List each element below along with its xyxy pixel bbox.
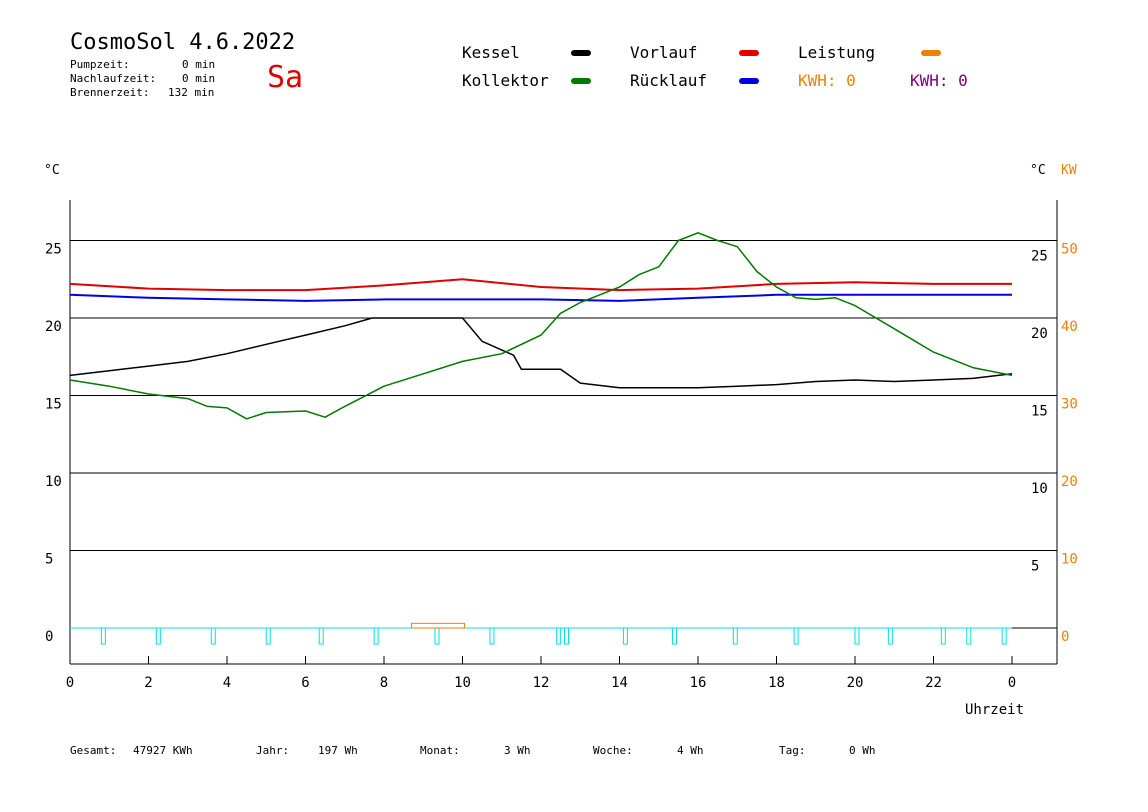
y-tick-label-kw: 30 <box>1061 397 1078 413</box>
pump-pulse <box>887 627 893 645</box>
y-tick-label-left: 15 <box>45 397 62 413</box>
legend-vorlauf-label: Vorlauf <box>630 43 698 62</box>
pump-pulse <box>732 627 738 645</box>
y-axis-unit-right: °C <box>1030 163 1046 178</box>
y-tick-label-left: 25 <box>45 242 62 258</box>
footer-tag-value: 0 Wh <box>849 744 876 757</box>
y-tick-label-left: 10 <box>45 474 62 490</box>
x-tick-label: 12 <box>533 675 550 691</box>
pump-pulse <box>966 627 972 645</box>
leistung-block <box>410 622 465 629</box>
footer-monat-label: Monat: <box>420 744 460 757</box>
footer-gesamt-label: Gesamt: <box>70 744 117 757</box>
footer-monat-value: 3 Wh <box>504 744 531 757</box>
pump-pulse <box>265 627 271 645</box>
y-axis-unit-left: °C <box>44 163 60 178</box>
pump-pulse <box>489 627 495 645</box>
legend-kwh-orange: KWH: 0 <box>798 71 856 90</box>
kessel-line <box>69 317 1013 389</box>
footer-jahr-value: 197 Wh <box>318 744 358 757</box>
x-tick-label: 18 <box>768 675 785 691</box>
legend-ruecklauf-swatch <box>739 78 759 84</box>
legend-leistung-swatch <box>921 50 941 56</box>
y-tick-label-kw: 10 <box>1061 552 1078 568</box>
x-tick-label: 14 <box>611 675 628 691</box>
legend-kessel-swatch <box>571 50 591 56</box>
weekday-label: Sa <box>267 60 304 95</box>
legend-kwh-purple: KWH: 0 <box>910 71 968 90</box>
nachlauf-value: 0 min <box>182 72 216 85</box>
legend-kollektor-label: Kollektor <box>462 71 549 90</box>
y-tick-label-kw: 20 <box>1061 474 1078 490</box>
app-title: CosmoSol 4.6.2022 <box>70 30 296 55</box>
legend-ruecklauf-label: Rücklauf <box>630 71 708 90</box>
pump-pulse <box>373 627 379 645</box>
pump-pulse <box>100 627 106 645</box>
pump-pulse <box>564 627 570 645</box>
x-tick-label: 20 <box>847 675 864 691</box>
x-tick-label: 0 <box>66 675 74 691</box>
pump-pulse <box>793 627 799 645</box>
pump-pulse <box>318 627 324 645</box>
y-tick-label-kw: 0 <box>1061 629 1069 645</box>
legend-vorlauf-swatch <box>739 50 759 56</box>
y-tick-label-right: 5 <box>1031 559 1039 575</box>
pump-pulse <box>1001 627 1007 645</box>
pump-value: 0 min <box>182 58 216 71</box>
pump-label: Pumpzeit: <box>70 58 130 71</box>
nachlauf-label: Nachlaufzeit: <box>70 72 157 85</box>
y-tick-label-right: 15 <box>1031 404 1048 420</box>
brenner-value: 132 min <box>168 86 215 99</box>
pump-pulse <box>210 627 216 645</box>
pump-pulse <box>940 627 946 645</box>
x-tick-label: 0 <box>1008 675 1016 691</box>
pump-pulse <box>854 627 860 645</box>
legend-leistung-label: Leistung <box>798 43 876 62</box>
y-tick-label-right: 10 <box>1031 481 1048 497</box>
footer-woche-label: Woche: <box>593 744 633 757</box>
y-tick-label-left: 5 <box>45 552 53 568</box>
kollektor-line <box>69 232 1013 420</box>
brenner-label: Brennerzeit: <box>70 86 150 99</box>
pump-pulse <box>622 627 628 645</box>
pump-pulse <box>671 627 677 645</box>
pump-pulse <box>434 627 440 645</box>
y-tick-label-kw: 50 <box>1061 242 1078 258</box>
ruecklauf-line <box>69 293 1012 302</box>
x-tick-label: 2 <box>144 675 152 691</box>
y-tick-label-right: 20 <box>1031 326 1048 342</box>
footer-gesamt-value: 47927 KWh <box>133 744 193 757</box>
y-axis-unit-kw: KW <box>1061 163 1077 178</box>
pump-pulse <box>155 627 161 645</box>
x-tick-label: 16 <box>690 675 707 691</box>
x-tick-label: 8 <box>380 675 388 691</box>
x-tick-label: 6 <box>301 675 309 691</box>
footer-tag-label: Tag: <box>779 744 806 757</box>
x-tick-label: 4 <box>223 675 231 691</box>
x-tick-label: 22 <box>925 675 942 691</box>
legend-kessel-label: Kessel <box>462 43 520 62</box>
y-tick-label-right: 25 <box>1031 249 1048 265</box>
vorlauf-line <box>69 278 1012 292</box>
x-axis-title: Uhrzeit <box>965 702 1024 718</box>
y-tick-label-kw: 40 <box>1061 319 1078 335</box>
y-tick-label-left: 20 <box>45 319 62 335</box>
footer-jahr-label: Jahr: <box>256 744 290 757</box>
pump-pulse <box>556 627 562 645</box>
legend-kollektor-swatch <box>571 78 591 84</box>
footer-woche-value: 4 Wh <box>677 744 704 757</box>
y-tick-label-left: 0 <box>45 629 53 645</box>
x-tick-label: 10 <box>454 675 471 691</box>
